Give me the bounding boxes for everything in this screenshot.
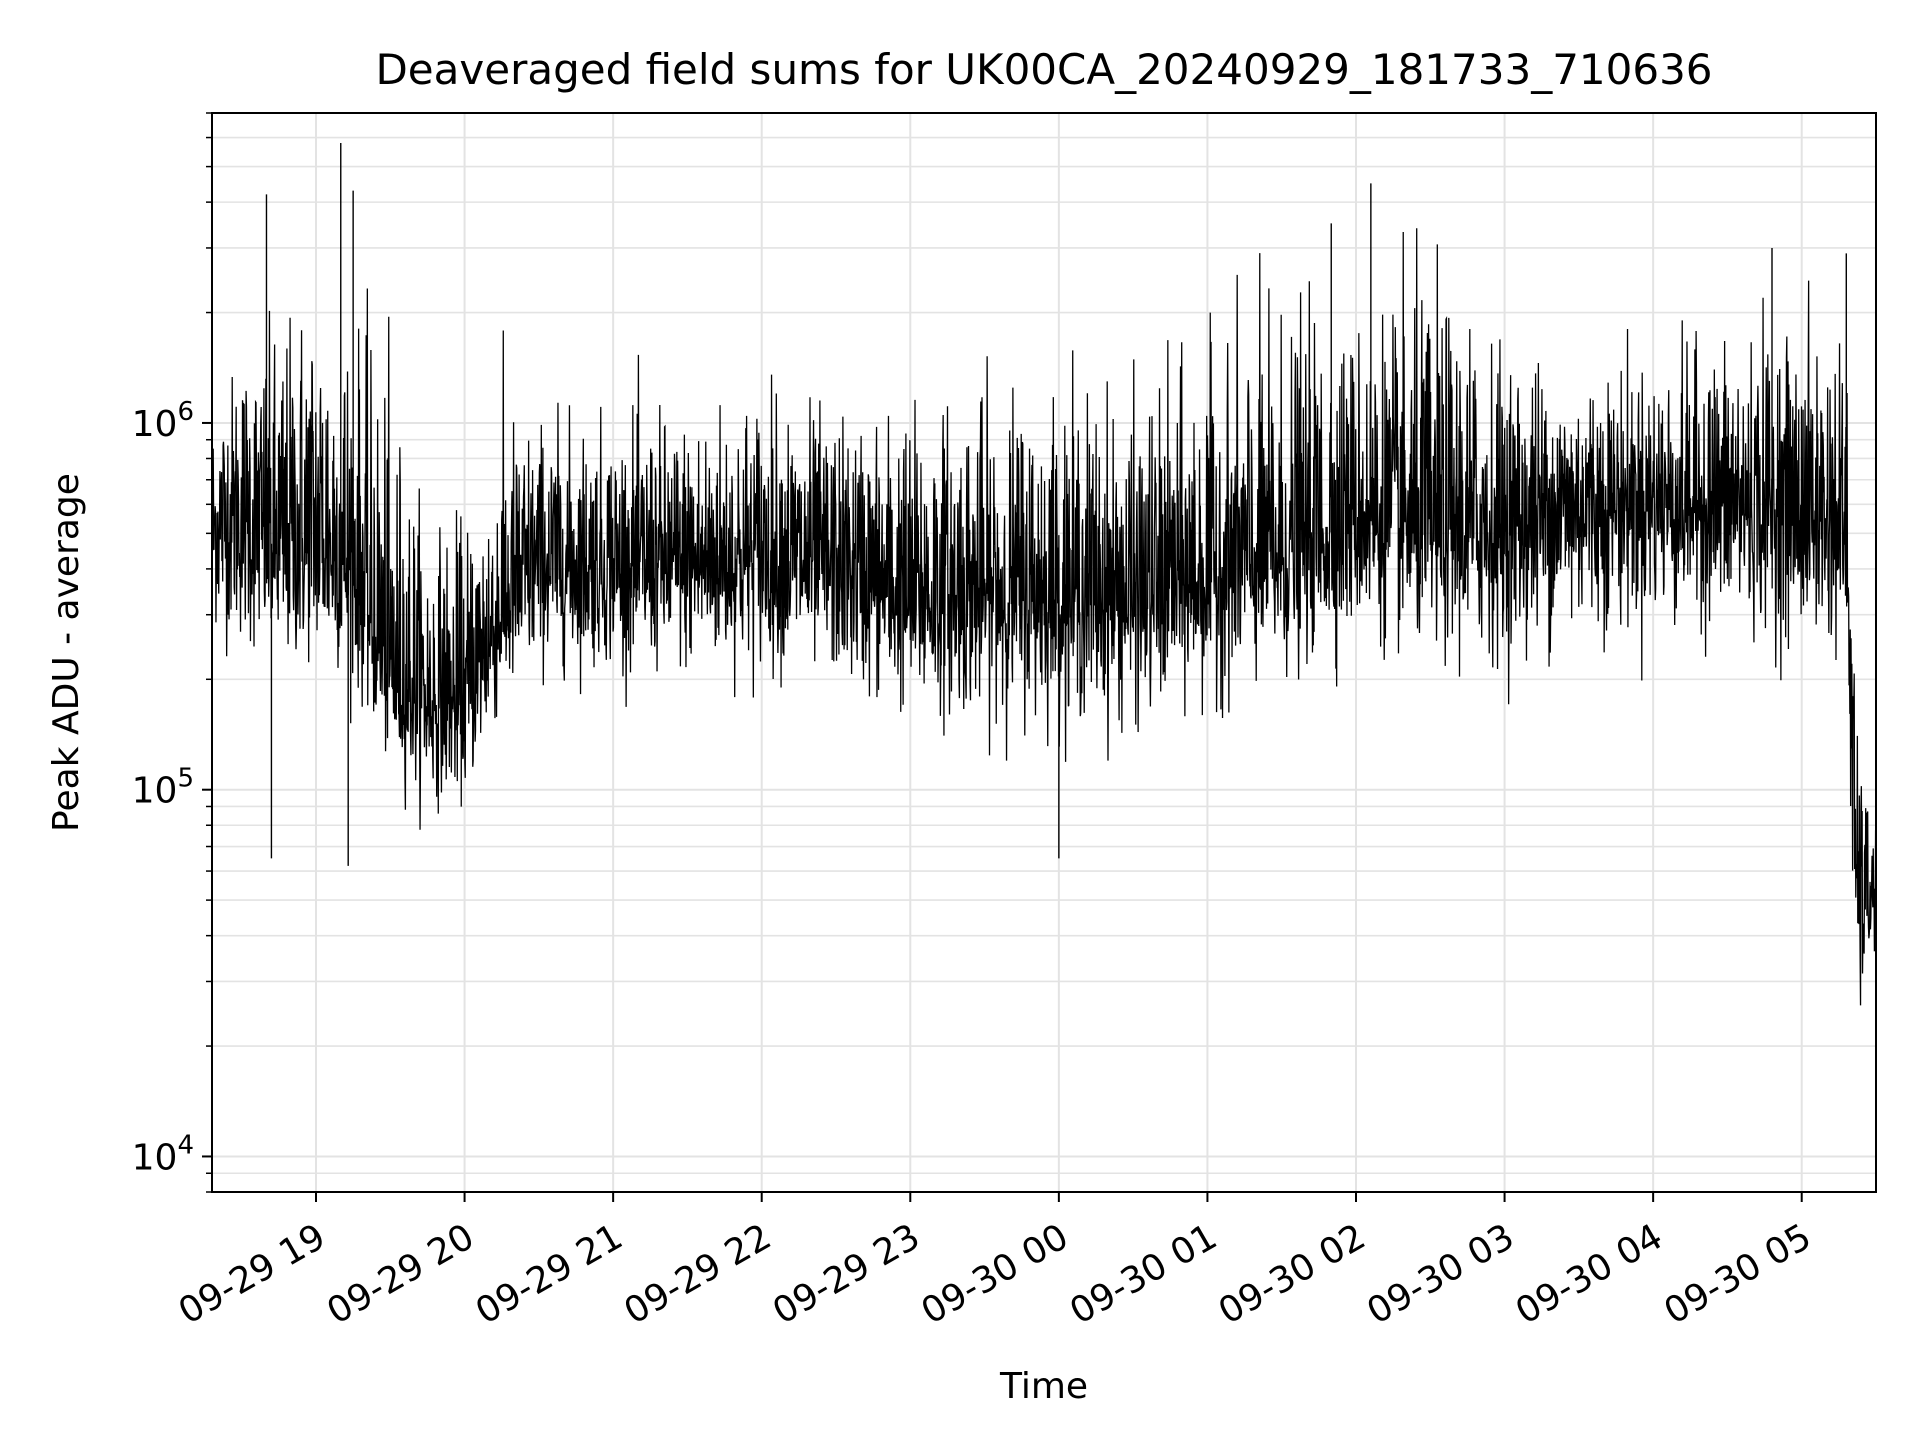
y-axis-label: Peak ADU - average — [46, 473, 87, 832]
plot-area-frame — [211, 112, 1877, 1193]
x-axis-label: Time — [999, 1366, 1088, 1407]
y-tick-label: 105 — [132, 764, 194, 812]
data-series — [211, 142, 1877, 1006]
series-line — [211, 228, 1877, 1006]
chart-title: Deaveraged field sums for UK00CA_2024092… — [375, 45, 1712, 94]
y-tick-label: 106 — [132, 397, 194, 445]
y-axis: 104 105 106 — [132, 112, 212, 1193]
y-tick-label: 104 — [132, 1130, 194, 1178]
